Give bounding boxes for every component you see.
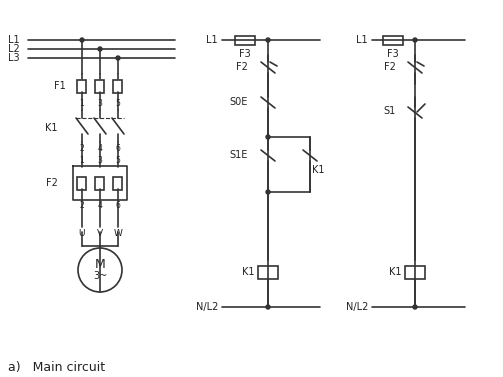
Text: S1E: S1E: [230, 150, 248, 160]
Text: 4: 4: [98, 201, 103, 210]
Bar: [96, 80, 105, 92]
Bar: [114, 176, 123, 190]
Text: F2: F2: [384, 62, 396, 72]
Text: L1: L1: [8, 35, 20, 45]
Text: K1: K1: [45, 123, 58, 133]
Text: S1: S1: [384, 106, 396, 116]
Text: 5: 5: [116, 156, 120, 165]
Text: L2: L2: [8, 44, 20, 54]
Bar: [383, 35, 403, 44]
Text: a)   Main circuit: a) Main circuit: [8, 360, 105, 374]
Circle shape: [116, 56, 120, 60]
Text: 6: 6: [116, 201, 120, 210]
Circle shape: [266, 305, 270, 309]
Text: K1: K1: [242, 267, 255, 277]
Text: F3: F3: [239, 49, 251, 59]
Text: 1: 1: [79, 156, 85, 165]
Text: N/L2: N/L2: [346, 302, 368, 312]
Text: 3: 3: [98, 156, 103, 165]
Text: F3: F3: [387, 49, 399, 59]
Bar: [114, 80, 123, 92]
Text: L3: L3: [8, 53, 20, 63]
Text: 6: 6: [116, 144, 120, 153]
Circle shape: [266, 135, 270, 139]
Text: S0E: S0E: [230, 97, 248, 107]
Circle shape: [413, 305, 417, 309]
Bar: [235, 35, 255, 44]
Text: V: V: [97, 229, 103, 238]
Text: 2: 2: [79, 144, 85, 153]
Circle shape: [98, 47, 102, 51]
Text: 4: 4: [98, 144, 103, 153]
Text: 1: 1: [79, 99, 85, 108]
Text: W: W: [114, 229, 122, 238]
Bar: [77, 80, 87, 92]
Circle shape: [78, 248, 122, 292]
Text: N/L2: N/L2: [196, 302, 218, 312]
Text: M: M: [95, 259, 105, 271]
Text: 3~: 3~: [93, 271, 107, 281]
Text: F1: F1: [54, 81, 66, 91]
Text: F2: F2: [236, 62, 248, 72]
Text: 5: 5: [116, 99, 120, 108]
Bar: [405, 265, 425, 279]
Bar: [96, 176, 105, 190]
Text: 3: 3: [98, 99, 103, 108]
Circle shape: [266, 190, 270, 194]
Bar: [77, 176, 87, 190]
Text: L1: L1: [356, 35, 368, 45]
Text: F2: F2: [46, 178, 58, 188]
Circle shape: [266, 38, 270, 42]
Text: L1: L1: [206, 35, 218, 45]
Circle shape: [80, 38, 84, 42]
Circle shape: [413, 38, 417, 42]
Text: 2: 2: [79, 201, 85, 210]
Text: K1: K1: [312, 165, 324, 175]
Text: K1: K1: [389, 267, 402, 277]
Text: U: U: [79, 229, 85, 238]
Bar: [258, 265, 278, 279]
